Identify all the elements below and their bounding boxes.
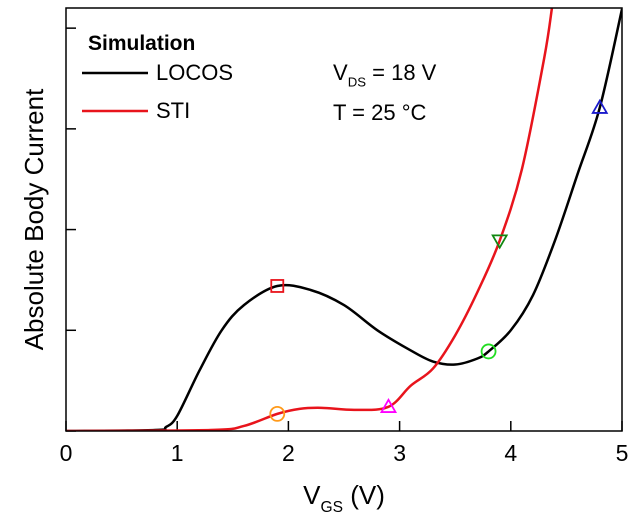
x-tick-label: 1	[171, 440, 184, 466]
annotation: VDS = 18 V	[333, 60, 437, 90]
x-tick-label: 3	[393, 440, 406, 466]
marker	[269, 405, 286, 422]
marker	[270, 279, 285, 293]
legend-label: LOCOS	[156, 60, 233, 85]
text-part: = 18 V	[366, 60, 437, 85]
y-axis-label: Absolute Body Current	[19, 88, 49, 350]
x-tick-label: 5	[616, 440, 629, 466]
subscript: GS	[320, 499, 343, 516]
line	[66, 8, 554, 431]
marker	[491, 234, 509, 250]
x-tick-label: 2	[282, 440, 295, 466]
text-part: V	[303, 480, 321, 510]
marker	[379, 398, 398, 413]
legend-label: STI	[156, 98, 190, 123]
legend-title: Simulation	[88, 32, 195, 55]
subscript: DS	[348, 75, 367, 90]
text-part: (V)	[343, 480, 385, 510]
x-axis-label: VGS (V)	[303, 480, 385, 516]
plot-frame	[65, 7, 623, 432]
marker	[591, 98, 609, 114]
text-part: T = 25 °C	[333, 100, 426, 125]
x-tick-label: 0	[60, 440, 73, 466]
line	[66, 8, 622, 431]
text-part: V	[333, 60, 348, 85]
annotation: T = 25 °C	[333, 100, 426, 125]
x-tick-label: 4	[504, 440, 517, 466]
marker	[480, 343, 497, 360]
